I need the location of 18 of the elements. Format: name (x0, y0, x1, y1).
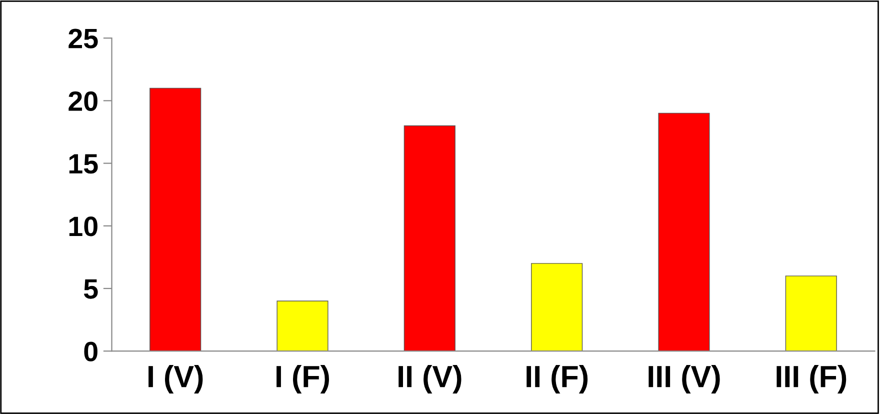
x-tick-label: III (F) (776, 364, 846, 394)
y-tick-label: 15 (69, 154, 98, 174)
x-tick-label: I (V) (148, 364, 203, 394)
bar (150, 88, 202, 352)
x-tick-label: II (F) (526, 364, 588, 394)
bar (531, 263, 583, 352)
bar (276, 300, 328, 352)
y-tick-label: 10 (69, 216, 98, 236)
y-tick-label: 25 (68, 28, 98, 48)
x-tick-label: III (V) (648, 364, 720, 394)
bar (785, 276, 837, 352)
bar (658, 112, 710, 352)
bar (404, 125, 456, 352)
x-tick-label: II (V) (398, 364, 462, 394)
x-tick-label: I (F) (276, 364, 329, 394)
y-tick-label: 5 (84, 279, 98, 299)
y-tick-label: 20 (68, 91, 98, 112)
y-tick-label: 0 (84, 342, 98, 362)
